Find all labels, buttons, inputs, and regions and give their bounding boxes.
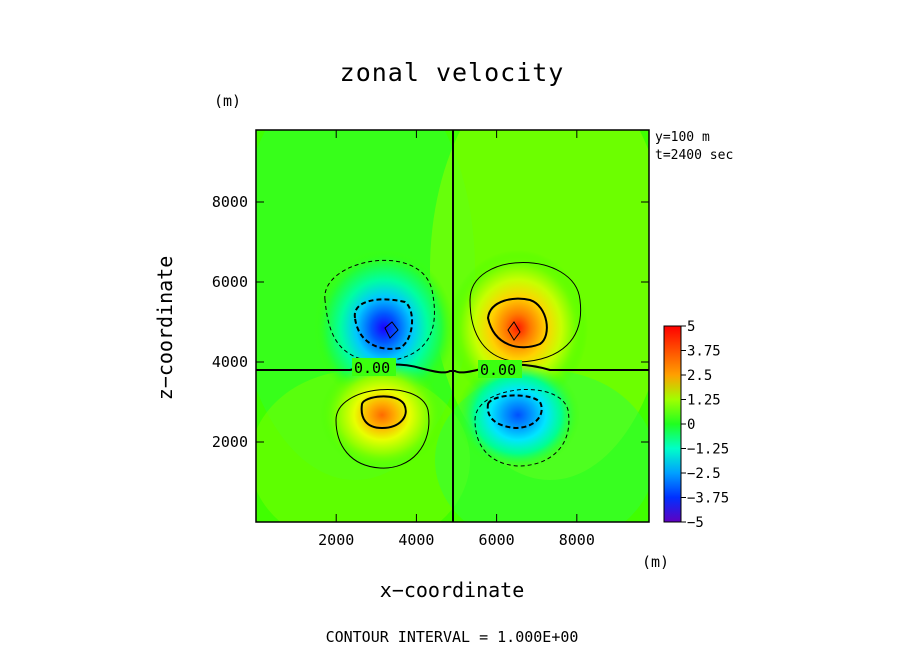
contour-pos2-bottom (360, 395, 407, 430)
contour-label-right: 0.00 (480, 361, 516, 379)
contour-neg1-top (324, 259, 435, 363)
contour-neg2-bottom (486, 394, 543, 430)
colorbar (663, 325, 682, 523)
annotation-time: t=2400 sec (655, 148, 734, 163)
y-tick-label: 6000 (212, 273, 248, 291)
contour-label-bg-right (478, 360, 522, 378)
plot-frame (255, 129, 650, 523)
x-tick-label: 8000 (559, 531, 595, 549)
contour-label-left: 0.00 (354, 359, 390, 377)
contour-label-bg-left (352, 358, 396, 376)
colorbar-tick-label: −5 (687, 515, 704, 531)
colorbar-tick-label: 5 (687, 319, 695, 335)
x-axis-unit: (m) (642, 553, 670, 571)
annotation-y: y=100 m (655, 130, 710, 145)
colorbar-tick-label: 0 (687, 417, 695, 433)
x-tick-label: 2000 (318, 531, 354, 549)
x-tick-label: 6000 (479, 531, 515, 549)
contour-neg3-top (384, 321, 399, 339)
contour-pos3-top (507, 321, 521, 341)
y-tick-label: 4000 (212, 353, 248, 371)
x-axis-ticks: 2000 4000 6000 8000 (318, 130, 595, 549)
y-axis-unit: (m) (214, 92, 242, 110)
contour-pos1-bottom (335, 389, 430, 469)
negative-core-bottom (456, 360, 580, 470)
colorbar-ticks: 5 3.75 2.5 1.25 0 −1.25 −2.5 −3.75 −5 (681, 319, 729, 531)
chart-title: zonal velocity (339, 58, 565, 87)
contour-neg1-bottom (474, 389, 570, 467)
colorbar-tick-label: 3.75 (687, 344, 721, 360)
colorbar-tick-label: 1.25 (687, 393, 721, 409)
y-axis-ticks: 2000 4000 6000 8000 (212, 193, 649, 451)
contour-interval-note: CONTOUR INTERVAL = 1.000E+00 (325, 628, 579, 646)
positive-core-bottom (320, 360, 444, 470)
colorbar-tick-label: −3.75 (687, 491, 729, 507)
colorbar-tick-label: −2.5 (687, 466, 721, 482)
contour-pos2-top (486, 297, 548, 349)
colorbar-tick-label: 2.5 (687, 368, 712, 384)
x-axis-label: x−coordinate (379, 578, 525, 602)
y-tick-label: 8000 (212, 193, 248, 211)
y-tick-label: 2000 (212, 433, 248, 451)
x-tick-label: 4000 (398, 531, 434, 549)
colorbar-tick-label: −1.25 (687, 442, 729, 458)
contour-pos1-top (469, 262, 582, 363)
